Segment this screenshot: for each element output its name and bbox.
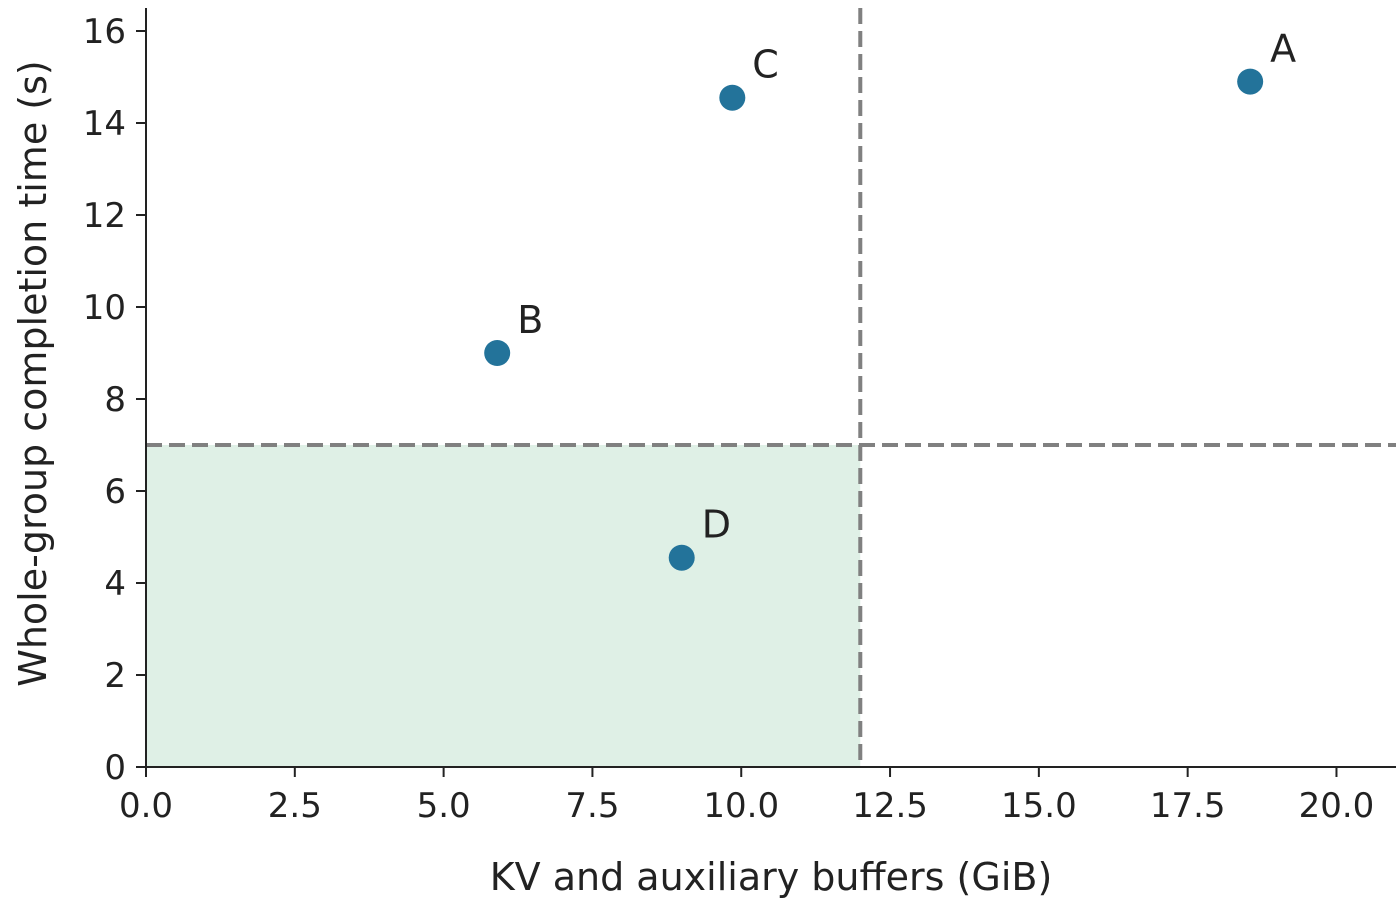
- data-points: A B C D: [484, 27, 1296, 571]
- x-tick-label: 17.5: [1150, 786, 1226, 826]
- data-point-a: [1237, 68, 1264, 95]
- data-point-d: [668, 544, 695, 571]
- y-axis-ticks: 0 2 4 6 8 10 12 14 16: [83, 12, 146, 788]
- y-tick-label: 6: [104, 472, 126, 512]
- x-tick-label: 20.0: [1299, 786, 1375, 826]
- x-tick-label: 12.5: [852, 786, 928, 826]
- y-tick-label: 0: [104, 748, 126, 788]
- data-point-c: [719, 84, 746, 111]
- x-tick-label: 0.0: [119, 786, 173, 826]
- point-label-b: B: [517, 298, 543, 342]
- y-tick-label: 8: [104, 380, 126, 420]
- x-tick-label: 7.5: [565, 786, 619, 826]
- x-tick-label: 2.5: [268, 786, 322, 826]
- y-tick-label: 2: [104, 656, 126, 696]
- x-axis-title: KV and auxiliary buffers (GiB): [490, 855, 1053, 899]
- feasible-region: [146, 445, 861, 767]
- x-tick-label: 10.0: [703, 786, 779, 826]
- x-tick-label: 5.0: [417, 786, 471, 826]
- data-point-b: [484, 340, 511, 366]
- point-label-a: A: [1270, 27, 1296, 71]
- x-axis-ticks: 0.0 2.5 5.0 7.5 10.0 12.5 15.0 17.5 20.0: [119, 767, 1374, 826]
- threshold-lines: [146, 8, 1396, 767]
- y-tick-label: 12: [83, 196, 126, 236]
- x-tick-label: 15.0: [1001, 786, 1077, 826]
- point-label-c: C: [752, 43, 779, 87]
- y-tick-label: 16: [83, 12, 126, 52]
- y-tick-label: 14: [83, 104, 126, 144]
- y-tick-label: 10: [83, 288, 126, 328]
- y-axis-title: Whole-group completion time (s): [11, 60, 55, 686]
- point-label-d: D: [702, 503, 731, 547]
- y-tick-label: 4: [104, 564, 126, 604]
